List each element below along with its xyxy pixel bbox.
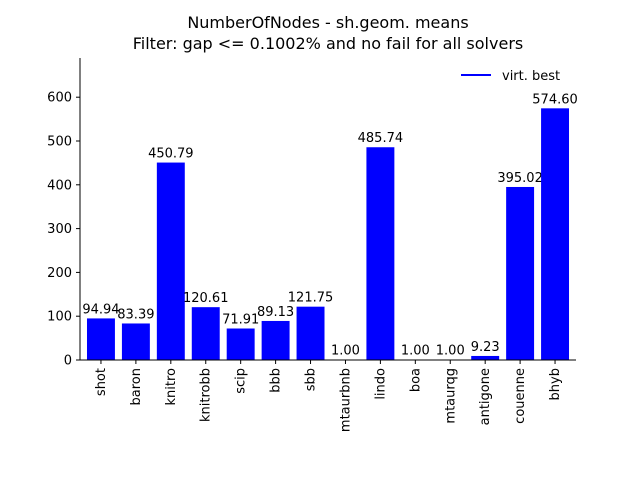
y-tick-label: 200: [47, 266, 72, 281]
bar-value-label: 485.74: [358, 131, 404, 146]
bar-value-label: 83.39: [117, 307, 154, 322]
legend-label: virt. best: [502, 69, 560, 84]
x-tick-label: baron: [129, 368, 144, 405]
bar-value-label: 574.60: [532, 92, 578, 107]
y-tick-label: 500: [47, 135, 72, 150]
x-tick-label: mtaurqg: [443, 368, 458, 424]
x-tick-label: antigone: [478, 368, 493, 425]
chart-title-line-2: Filter: gap <= 0.1002% and no fail for a…: [133, 34, 523, 53]
x-tick-label: boa: [408, 368, 423, 392]
bar-value-label: 71.91: [222, 313, 259, 328]
x-tick-label: scip: [234, 368, 249, 394]
bar-value-label: 1.00: [436, 344, 465, 359]
bar: [366, 147, 395, 360]
bar-value-label: 450.79: [148, 147, 194, 162]
x-tick-label: lindo: [373, 368, 388, 400]
bar: [296, 306, 325, 360]
bar-value-label: 1.00: [401, 344, 430, 359]
bar-value-label: 120.61: [183, 291, 229, 306]
bar: [541, 108, 570, 360]
y-tick-label: 0: [64, 354, 72, 369]
bar-value-label: 1.00: [331, 344, 360, 359]
chart-title-line-1: NumberOfNodes - sh.geom. means: [187, 13, 468, 32]
bar: [191, 307, 220, 360]
y-tick-label: 300: [47, 222, 72, 237]
bar-value-label: 395.02: [497, 171, 543, 186]
x-tick-label: sbb: [304, 368, 319, 391]
bar: [86, 318, 115, 360]
bar-value-label: 9.23: [471, 340, 500, 355]
bar-value-label: 121.75: [288, 291, 334, 306]
bar-value-label: 94.94: [82, 302, 119, 317]
bar: [121, 323, 150, 360]
y-tick-label: 600: [47, 91, 72, 106]
y-tick-label: 400: [47, 178, 72, 193]
x-tick-label: knitrobb: [199, 368, 214, 422]
x-tick-label: bhyb: [548, 368, 563, 400]
x-tick-label: knitro: [164, 368, 179, 406]
x-tick-label: mtaurbnb: [338, 368, 353, 432]
bar: [226, 328, 255, 360]
bar: [506, 186, 535, 360]
x-tick-label: bbb: [269, 368, 284, 393]
legend: virt. best: [461, 69, 560, 84]
bar: [471, 355, 500, 360]
bar-value-label: 89.13: [257, 305, 294, 320]
x-tick-label: couenne: [513, 368, 528, 424]
bar: [261, 320, 290, 360]
x-tick-label: shot: [94, 368, 109, 396]
bar: [156, 162, 185, 360]
y-tick-label: 100: [47, 310, 72, 325]
